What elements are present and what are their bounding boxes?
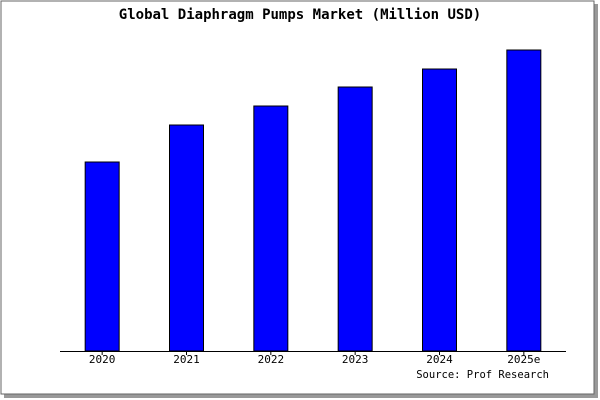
x-tick-label: 2022	[258, 353, 285, 366]
bar	[253, 105, 289, 352]
bar	[169, 124, 204, 352]
bar	[337, 86, 373, 352]
source-note: Source: Prof Research	[416, 369, 549, 381]
bar	[422, 68, 457, 352]
x-tick-label: 2020	[89, 353, 116, 366]
chart-title: Global Diaphragm Pumps Market (Million U…	[119, 7, 481, 23]
bar	[506, 49, 542, 352]
x-tick-label: 2021	[173, 353, 200, 366]
plot-area	[60, 48, 566, 351]
x-tick-label: 2023	[342, 353, 369, 366]
x-tick-label: 2024	[426, 353, 453, 366]
bar	[84, 161, 120, 352]
x-tick-label: 2025e	[507, 353, 540, 366]
